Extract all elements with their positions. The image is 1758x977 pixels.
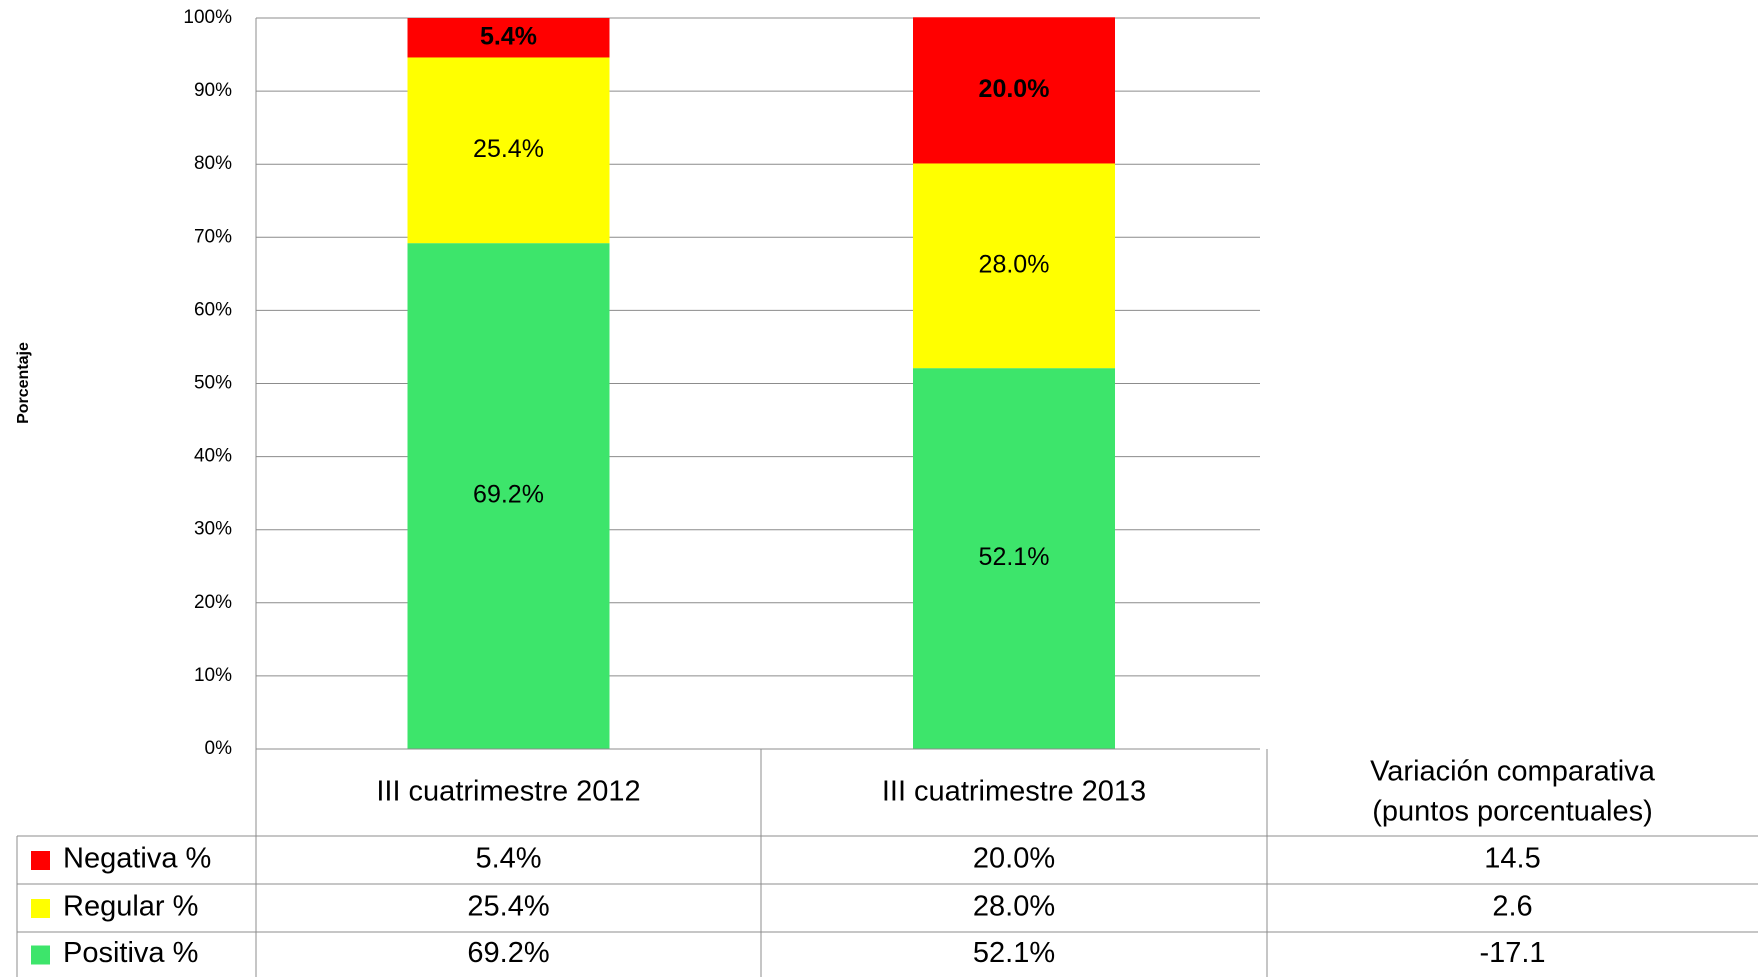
data-label: 69.2% [473, 481, 544, 509]
table-cell: 69.2% [467, 937, 549, 969]
data-label: 52.1% [979, 543, 1050, 571]
bar-segment [407, 243, 610, 749]
table-cell: 20.0% [973, 843, 1055, 875]
data-label: 25.4% [473, 135, 544, 163]
table-cell: 25.4% [467, 891, 549, 923]
table-cell: 52.1% [973, 937, 1055, 969]
bar-segment [407, 57, 610, 244]
y-tick-label: 70% [194, 226, 232, 247]
y-tick-label: 20% [194, 592, 232, 613]
bar-segment [913, 368, 1115, 749]
bar-segment [913, 17, 1115, 164]
y-tick-label: 10% [194, 665, 232, 686]
y-tick-label: 30% [194, 519, 232, 540]
y-axis-label: Porcentaje [15, 342, 32, 424]
bar-segment [913, 163, 1115, 369]
y-tick-label: 90% [194, 80, 232, 101]
table-cell: -17.1 [1479, 937, 1545, 969]
y-tick-label: 80% [194, 153, 232, 174]
table-cell: 2.6 [1492, 891, 1532, 923]
table-cell: 28.0% [973, 891, 1055, 923]
y-tick-label: 40% [194, 446, 232, 467]
data-label: 28.0% [979, 250, 1050, 278]
x-tick-label: III cuatrimestre 2012 [376, 776, 640, 808]
column-header: (puntos porcentuales) [1372, 796, 1653, 828]
y-tick-label: 50% [194, 373, 232, 394]
legend-swatch [31, 899, 50, 918]
legend-label: Positiva % [63, 937, 198, 969]
y-tick-label: 100% [183, 7, 232, 28]
legend-swatch [31, 851, 50, 870]
data-label: 5.4% [480, 22, 537, 50]
legend-swatch [31, 945, 50, 965]
table-cell: 5.4% [475, 843, 541, 875]
x-tick-label: III cuatrimestre 2013 [882, 776, 1146, 808]
legend-label: Regular % [63, 891, 198, 923]
data-label: 20.0% [979, 75, 1050, 103]
y-tick-label: 60% [194, 299, 232, 320]
column-header: Variación comparativa [1370, 756, 1656, 788]
table-cell: 14.5 [1484, 843, 1540, 875]
legend-label: Negativa % [63, 843, 211, 875]
bar-segment [407, 18, 610, 58]
y-tick-label: 0% [205, 738, 233, 759]
